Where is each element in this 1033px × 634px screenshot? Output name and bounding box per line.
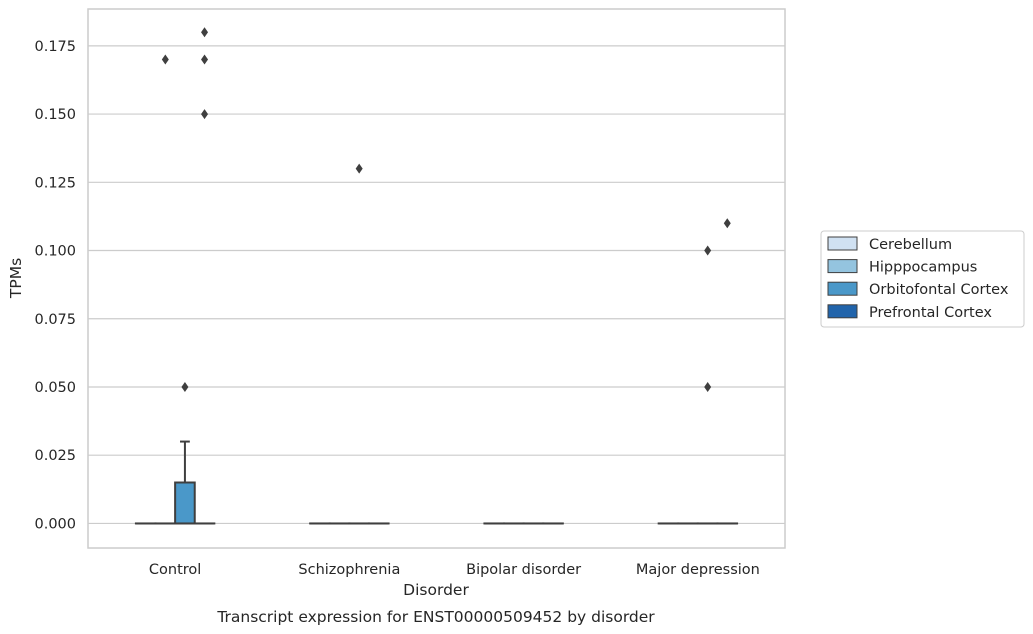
legend-swatch-hipppocampus [827, 259, 858, 274]
outlier-point [181, 381, 189, 392]
x-tick-labels: Control Schizophrenia Bipolar disorder Majo… [149, 562, 760, 578]
chart-caption: Transcript expression for ENST0000050945… [216, 608, 655, 626]
legend-label-hipppocampus: Hipppocampus [869, 260, 977, 276]
legend-swatch-orbitofontal-cortex [827, 281, 858, 296]
outlier-point [161, 54, 169, 65]
y-tick-label: 0.000 [34, 516, 76, 532]
x-tick-label: Bipolar disorder [466, 562, 581, 578]
x-tick-label: Major depression [636, 562, 760, 578]
y-tick-labels: 0.000 0.025 0.050 0.075 0.100 0.125 0.150 0.175 [34, 39, 76, 533]
outlier-point [704, 245, 712, 256]
box-prefrontal-cortex-major-depression [716, 218, 739, 525]
y-tick-label: 0.075 [34, 312, 76, 328]
plot-area-frame [87, 8, 786, 549]
y-tick-label: 0.025 [34, 448, 76, 464]
legend-label-orbitofontal-cortex: Orbitofontal Cortex [869, 282, 1009, 298]
outlier-point [201, 27, 209, 38]
legend: Cerebellum Hipppocampus Orbitofontal Corte… [820, 230, 1025, 328]
box-orbitofontal-cortex-control [174, 381, 196, 525]
legend-frame [820, 230, 1025, 328]
y-tick-label: 0.150 [34, 107, 76, 123]
grid-lines [88, 45, 785, 525]
outlier-point [201, 54, 209, 65]
y-tick-label: 0.050 [34, 380, 76, 396]
box-body [174, 481, 196, 525]
legend-swatch-prefrontal-cortex [827, 304, 858, 319]
outlier-point [201, 109, 209, 120]
outlier-point [704, 381, 712, 392]
box-prefrontal-cortex-control [193, 27, 216, 525]
y-tick-label: 0.125 [34, 175, 76, 191]
y-axis-title: TPMs [7, 258, 25, 299]
legend-label-cerebellum: Cerebellum [869, 237, 952, 253]
legend-swatch-cerebellum [827, 236, 858, 251]
box-orbitofontal-cortex-schizophrenia [348, 163, 370, 525]
x-tick-label: Schizophrenia [298, 562, 400, 578]
y-tick-label: 0.175 [34, 39, 76, 55]
box-series-group [134, 27, 739, 525]
outlier-point [723, 218, 731, 229]
outlier-point [355, 163, 363, 174]
x-axis-title: Disorder [403, 581, 469, 599]
legend-label-prefrontal-cortex: Prefrontal Cortex [869, 305, 992, 321]
x-tick-label: Control [149, 562, 201, 578]
y-tick-label: 0.100 [34, 244, 76, 260]
box-orbitofontal-cortex-major-depression [696, 245, 719, 525]
box-hipppocampus-control [154, 54, 177, 525]
